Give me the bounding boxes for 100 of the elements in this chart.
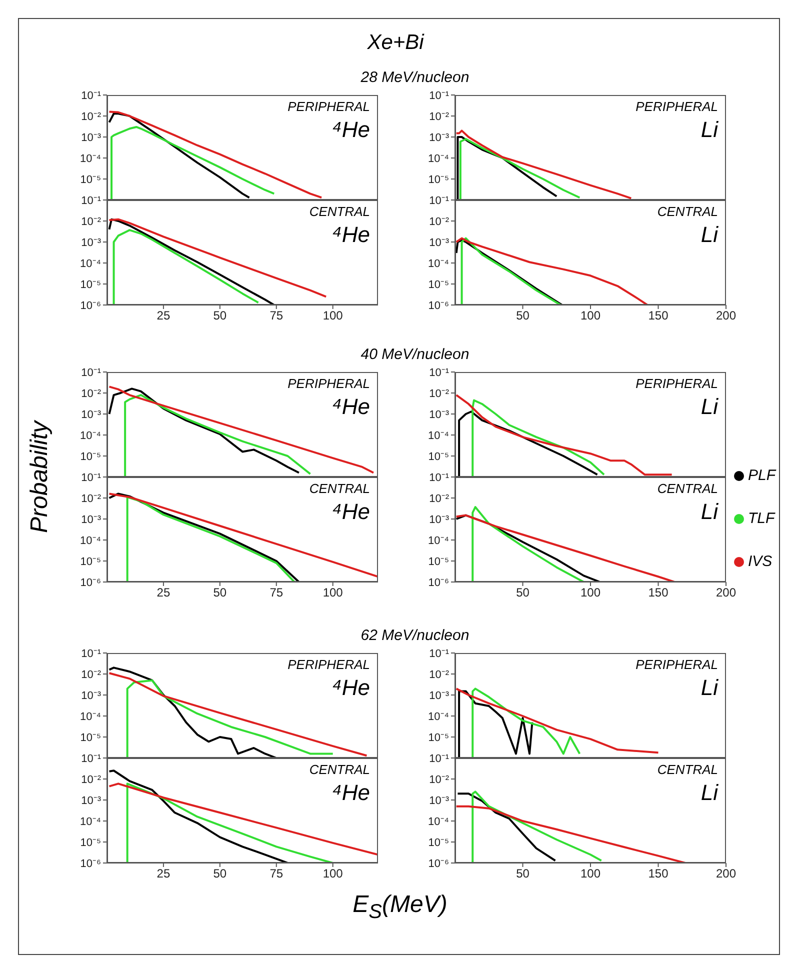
y-tick-label: 10⁻²	[429, 492, 450, 505]
line-series	[455, 805, 686, 863]
x-tick-label: 25	[156, 866, 170, 881]
y-tick-label: 10⁻¹	[81, 752, 102, 765]
y-tick-label: 10⁻³	[81, 514, 102, 526]
y-tick-label: 10⁻²	[429, 110, 450, 123]
x-tick-label: 25	[156, 586, 170, 600]
y-tick-label: 10⁻⁴	[428, 710, 450, 723]
line-series	[108, 770, 289, 863]
y-tick-label: 10⁻⁴	[80, 258, 102, 270]
annotation: CENTRAL	[656, 204, 718, 219]
line-series	[458, 410, 598, 477]
annotation: CENTRAL	[656, 762, 718, 777]
x-tick-label: 150	[648, 308, 669, 323]
x-tick-label: 50	[213, 866, 227, 881]
y-tick-label: 10⁻³	[429, 408, 450, 421]
y-tick-label: 10⁻³	[81, 794, 102, 807]
y-tick-label: 10⁻²	[429, 216, 450, 228]
annotation: PERIPHERAL	[286, 376, 370, 391]
y-tick-label: 10⁻¹	[429, 648, 450, 660]
annotation: PERIPHERAL	[634, 657, 718, 672]
x-tick-label: 100	[322, 866, 344, 881]
y-tick-label: 10⁻⁵	[80, 556, 101, 568]
line-series	[108, 112, 250, 199]
y-tick-label: 10⁻²	[81, 668, 102, 681]
y-tick-label: 10⁻³	[81, 236, 102, 249]
annotation: CENTRAL	[656, 481, 718, 496]
line-series	[112, 229, 260, 305]
y-tick-label: 10⁻²	[81, 216, 102, 228]
y-tick-label: 10⁻⁴	[80, 816, 102, 828]
x-tick-label: 50	[213, 586, 227, 600]
y-tick-label: 10⁻⁵	[428, 836, 449, 849]
annotation: Li	[700, 394, 718, 420]
annotation: CENTRAL	[308, 481, 370, 496]
line-series	[110, 126, 276, 200]
line-series	[472, 399, 606, 477]
y-tick-label: 10⁻⁶	[80, 300, 101, 312]
line-series	[108, 666, 278, 758]
x-tick-label: 25	[156, 308, 170, 323]
y-tick-label: 10⁻³	[81, 408, 102, 421]
y-tick-label: 10⁻³	[81, 132, 102, 144]
x-tick-label: 75	[270, 308, 284, 323]
y-tick-label: 10⁻³	[429, 236, 450, 249]
y-tick-label: 10⁻⁶	[428, 300, 449, 312]
annotation: ⁴He	[331, 222, 370, 248]
annotation: PERIPHERAL	[286, 657, 370, 672]
y-tick-label: 10⁻¹	[81, 90, 102, 102]
annotation: Li	[700, 675, 718, 701]
line-series	[472, 790, 602, 863]
line-series	[126, 496, 296, 582]
line-series	[108, 218, 328, 298]
x-tick-label: 150	[648, 866, 669, 881]
x-tick-label: 50	[516, 308, 530, 323]
y-tick-label: 10⁻¹	[81, 366, 102, 379]
annotation: CENTRAL	[308, 762, 370, 777]
annotation: PERIPHERAL	[634, 376, 718, 391]
y-tick-label: 10⁻⁵	[80, 836, 101, 849]
y-tick-label: 10⁻⁶	[428, 576, 449, 589]
y-tick-label: 10⁻³	[429, 690, 450, 702]
annotation: Li	[700, 499, 718, 525]
x-tick-label: 200	[716, 586, 736, 600]
y-tick-label: 10⁻⁴	[80, 710, 102, 723]
line-series	[126, 679, 334, 758]
text: 40 MeV/nucleon	[360, 346, 470, 363]
y-tick-label: 10⁻²	[429, 774, 450, 786]
y-tick-label: 10⁻⁴	[428, 534, 450, 547]
y-tick-label: 10⁻¹	[429, 90, 450, 102]
y-tick-label: 10⁻⁵	[428, 732, 449, 744]
x-tick-label: 100	[322, 308, 344, 323]
annotation: CENTRAL	[308, 204, 370, 219]
y-axis-title: Probability	[26, 419, 54, 536]
annotation: Li	[700, 117, 718, 143]
y-tick-label: 10⁻¹	[429, 752, 450, 765]
x-tick-label: 100	[580, 866, 601, 881]
chart-title: Xe+Bi	[366, 31, 426, 55]
y-tick-label: 10⁻⁴	[80, 152, 102, 165]
x-tick-label: 100	[322, 586, 344, 600]
y-tick-label: 10⁻³	[429, 514, 450, 526]
y-tick-label: 10⁻¹	[81, 648, 102, 660]
y-tick-label: 10⁻¹	[429, 472, 450, 484]
line-series	[455, 514, 676, 582]
y-tick-label: 10⁻⁵	[80, 732, 101, 744]
y-tick-label: 10⁻⁴	[80, 534, 102, 547]
y-tick-label: 10⁻⁶	[80, 576, 101, 589]
y-tick-label: 10⁻²	[81, 388, 102, 400]
line-series	[124, 394, 312, 477]
line-series	[455, 688, 660, 754]
annotation: ⁴He	[331, 394, 370, 420]
y-tick-label: 10⁻²	[81, 110, 102, 123]
y-tick-label: 10⁻⁵	[80, 278, 101, 291]
line-series	[108, 782, 378, 856]
line-series	[456, 136, 558, 200]
line-series	[108, 218, 276, 305]
x-tick-label: 50	[516, 866, 530, 881]
y-tick-label: 10⁻³	[429, 132, 450, 144]
y-tick-label: 10⁻⁴	[428, 152, 450, 165]
y-tick-label: 10⁻¹	[429, 366, 450, 379]
x-tick-label: 150	[648, 586, 669, 600]
x-tick-label: 50	[516, 586, 530, 600]
x-axis-title: E$_{S}$(MeV)	[352, 891, 448, 924]
